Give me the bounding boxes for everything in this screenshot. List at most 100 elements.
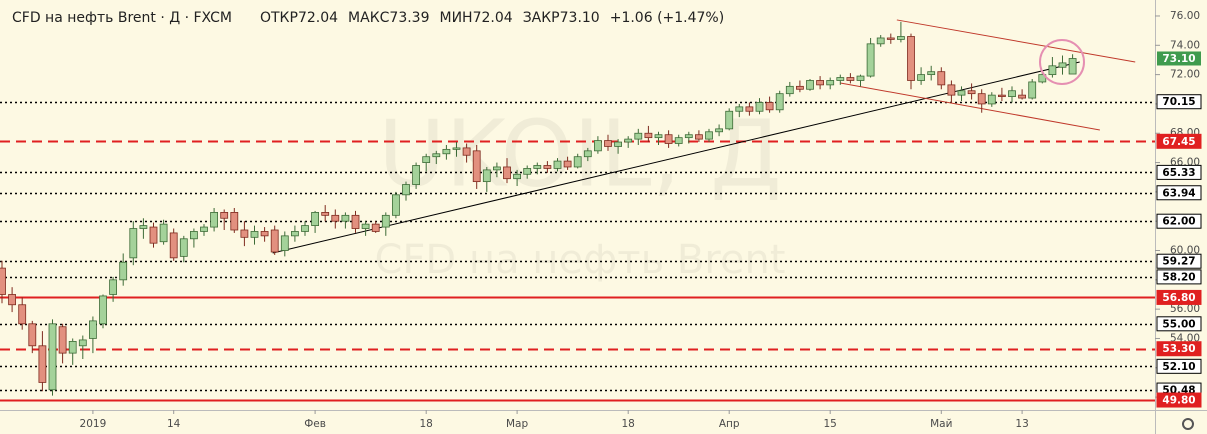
x-tick-label: 14	[167, 418, 181, 430]
candle-body	[179, 238, 188, 257]
candle-body	[937, 71, 946, 86]
plot	[0, 19, 1155, 402]
candle-body	[927, 71, 936, 76]
level-label: 67.45	[1162, 136, 1195, 148]
candle-body	[331, 214, 340, 222]
x-tick-label: 13	[1015, 418, 1028, 430]
y-tick-label: 76.00	[1170, 10, 1200, 22]
level-label: 56.80	[1162, 292, 1195, 304]
candle-body	[1058, 62, 1067, 68]
candle-body	[492, 166, 501, 171]
candle-body	[119, 261, 128, 281]
ohlc-value: 72.04	[473, 10, 513, 26]
candle-body	[634, 132, 643, 140]
candle-body	[998, 94, 1006, 97]
candle-body	[735, 106, 744, 112]
trendline	[840, 82, 1100, 131]
trendline	[272, 61, 1080, 254]
candle-body	[866, 43, 875, 77]
candle-body	[543, 165, 552, 169]
candle-body	[583, 150, 592, 158]
candle-body	[664, 134, 673, 144]
x-tick-label: Апр	[719, 418, 740, 430]
candle-body	[684, 134, 693, 139]
level-label-box	[1156, 253, 1202, 269]
candle-body	[513, 173, 521, 180]
candle-body	[523, 168, 532, 175]
level-label-box	[1156, 185, 1202, 201]
candle-body	[301, 225, 309, 232]
level-label: 62.00	[1162, 216, 1195, 228]
candle-body	[715, 128, 723, 133]
last-price-label: 73.10	[1162, 53, 1195, 65]
gear[interactable]	[1182, 418, 1194, 430]
candle-body	[189, 231, 198, 240]
trendline	[896, 19, 1136, 63]
candle-body	[796, 85, 804, 90]
candle-body	[139, 225, 148, 229]
candle-body	[725, 110, 734, 130]
candle-body	[351, 214, 360, 229]
candle-body	[503, 166, 511, 180]
candle-body	[200, 226, 208, 232]
level-label-box	[1156, 341, 1202, 357]
level-label: 55.00	[1162, 318, 1195, 330]
candle-body	[381, 214, 390, 228]
ohlc-value: 72.04	[298, 10, 338, 26]
candle-body	[1068, 58, 1077, 75]
y-tick-label: 60.00	[1170, 245, 1200, 257]
candle-body	[907, 36, 915, 81]
header: CFD на нефть Brent · Д · FXCM	[12, 10, 232, 26]
level-label-box	[1156, 164, 1202, 180]
candle-body	[755, 102, 764, 112]
candle-body	[482, 169, 491, 183]
candle-body	[109, 279, 117, 295]
ohlc-value: 73.10	[560, 10, 600, 26]
candle-body	[1028, 81, 1037, 99]
candle-body	[321, 212, 330, 216]
candle-body	[826, 80, 835, 86]
candle-body	[220, 212, 229, 219]
candle-body	[290, 231, 299, 237]
x-tick-label: 18	[622, 418, 635, 430]
candle-body	[149, 226, 158, 244]
level-label: 49.80	[1162, 395, 1195, 407]
candle-body	[78, 339, 87, 347]
level-label-box	[1156, 213, 1202, 229]
candle-body	[614, 141, 622, 147]
candle-body	[38, 345, 47, 383]
level-label-box	[1156, 133, 1202, 149]
level-label: 58.20	[1162, 271, 1195, 283]
candle-body	[341, 214, 350, 222]
candle-body	[816, 80, 824, 86]
candle-body	[775, 93, 784, 111]
candle-body	[947, 84, 956, 96]
price-change: +1.06 (+1.47%)	[610, 10, 724, 26]
candle-body	[462, 147, 471, 156]
candle-body	[260, 231, 269, 237]
level-label-box	[1156, 316, 1202, 332]
candle-body	[695, 134, 703, 140]
candle-body	[573, 156, 582, 168]
candle-body	[765, 102, 774, 111]
candle-body	[169, 232, 178, 259]
settings-icon[interactable]	[1182, 418, 1194, 430]
candle-body	[280, 235, 289, 251]
x-tick-label: 2019	[80, 418, 107, 430]
y-tick-label: 74.00	[1170, 39, 1200, 51]
candle-body	[977, 93, 986, 105]
candle-body	[987, 94, 996, 105]
level-label-box	[1156, 358, 1202, 374]
candle-body	[452, 147, 461, 150]
level-label: 53.30	[1162, 343, 1195, 355]
candle-body	[371, 223, 380, 232]
level-label-box	[1156, 289, 1202, 305]
y-tick-label: 72.00	[1170, 69, 1200, 81]
level-label: 70.15	[1162, 96, 1195, 108]
candle-body	[391, 194, 400, 216]
level-label-box	[1156, 269, 1202, 285]
highlight-circle	[1039, 39, 1085, 85]
ohlc-label: МИН	[440, 10, 473, 26]
candle-body	[705, 131, 713, 140]
x-tick-label: 15	[824, 418, 837, 430]
